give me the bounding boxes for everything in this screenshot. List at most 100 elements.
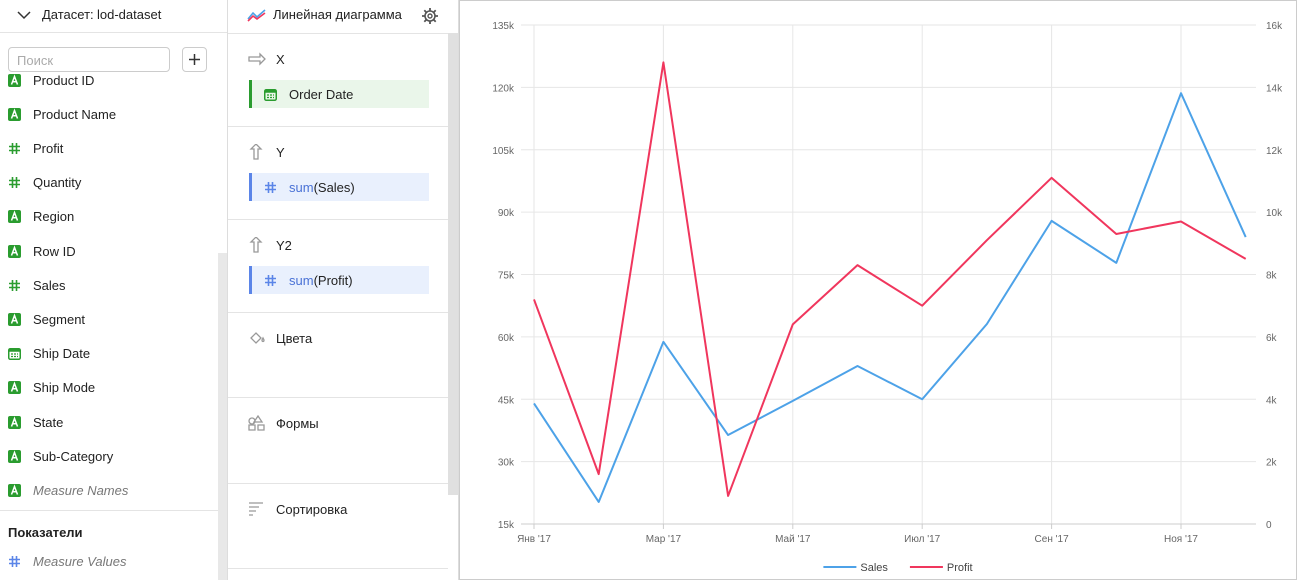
field-icon: [8, 381, 21, 395]
dataset-panel: Датасет: lod-dataset Поиск Product ID Pro…: [0, 0, 228, 580]
x-tick-label: Май '17: [775, 534, 811, 545]
section-icon: [248, 415, 265, 431]
dataset-label: Датасет:: [42, 7, 94, 22]
field-icon: [8, 244, 21, 258]
section-label: Y2: [276, 237, 292, 253]
section-label: Формы: [276, 415, 319, 431]
section-item[interactable]: Order Date: [249, 80, 429, 108]
field-name: Region: [33, 209, 75, 225]
field-item[interactable]: Row ID: [8, 241, 76, 261]
y-tick-label: 60k: [498, 333, 515, 344]
section-icon: [249, 502, 263, 516]
field-name: Segment: [33, 311, 86, 327]
y2-tick-label: 14k: [1266, 83, 1283, 94]
x-tick-label: Янв '17: [517, 534, 551, 545]
field-name: Profit: [33, 140, 64, 156]
field-icon: [8, 449, 21, 463]
y-tick-label: 15k: [498, 520, 515, 531]
field-icon: [8, 210, 21, 224]
y2-tick-label: 2k: [1266, 458, 1278, 469]
search-input[interactable]: Поиск: [8, 47, 170, 72]
section-title: Y2: [248, 237, 292, 253]
icon-glyph: [10, 381, 19, 393]
field-icon: [9, 279, 20, 291]
search-placeholder: Поиск: [17, 53, 54, 68]
icon-dots: [11, 353, 18, 358]
settings-icon[interactable]: [421, 7, 439, 25]
y2-tick-label: 12k: [1266, 146, 1283, 157]
icon-glyph: [10, 108, 19, 119]
icon-glyph: [265, 274, 276, 286]
field-icon: [9, 555, 20, 567]
field-item[interactable]: Measure Names: [8, 480, 128, 500]
field-item[interactable]: Sales: [8, 275, 66, 295]
field-item[interactable]: Sub-Category: [8, 446, 113, 466]
field-item[interactable]: Measure Values: [8, 551, 126, 571]
chart-panel: 15k 30k 45k 60k 75k 90k 105k 120k 135k 0 2k 4k 6k 8k 1…: [459, 0, 1297, 580]
field-icon: [9, 142, 20, 154]
field-item[interactable]: Product Name: [8, 104, 116, 124]
wizard-section: Формы: [228, 397, 448, 484]
icon-glyph: [9, 279, 20, 291]
chart-type-name: Линейная диаграмма: [273, 7, 402, 22]
line-chart-icon: [247, 9, 266, 22]
field-item[interactable]: Product ID: [8, 70, 94, 90]
field-icon: [8, 348, 21, 361]
section-item[interactable]: sum (Profit): [249, 266, 429, 294]
plus-icon: [189, 54, 200, 65]
wizard-section: Y2 sum (Profit): [228, 219, 448, 313]
icon-glyph: [9, 177, 20, 189]
section-title: Сортировка: [248, 501, 347, 517]
field-item[interactable]: Region: [8, 207, 74, 227]
icon-glyph: [9, 142, 20, 154]
legend-item[interactable]: Profit: [909, 562, 973, 574]
x-tick-label: Сен '17: [1035, 534, 1070, 545]
section-icon: [249, 237, 263, 253]
field-icon: [8, 415, 21, 429]
legend-label: Profit: [947, 562, 973, 574]
field-name: Sub-Category: [33, 448, 114, 464]
y-tick-label: 120k: [492, 83, 515, 94]
field-name: Sales: [33, 277, 66, 293]
dataset-header[interactable]: Датасет: lod-dataset: [0, 0, 227, 33]
field-name: Product Name: [33, 106, 117, 122]
section-glyph: [249, 144, 263, 160]
chart-type-header[interactable]: Линейная диаграмма: [228, 0, 448, 34]
section-label: X: [276, 51, 285, 67]
scrollbar[interactable]: [448, 33, 458, 495]
field-icon: [264, 88, 277, 101]
x-tick-label: Ноя '17: [1164, 534, 1198, 545]
field-item[interactable]: State: [8, 412, 63, 432]
y-tick-label: 105k: [492, 146, 515, 157]
legend-item[interactable]: Sales: [823, 562, 888, 574]
wizard-section: Цвета: [228, 312, 448, 398]
section-label: Y: [276, 144, 285, 160]
item-func: sum: [289, 179, 314, 195]
item-arg: (Sales): [313, 179, 355, 195]
item-arg: (Profit): [313, 272, 353, 288]
field-name: Product ID: [33, 72, 95, 88]
icon-glyph: [10, 415, 19, 427]
legend-label: Sales: [860, 562, 888, 574]
field-icon: [9, 177, 20, 189]
section-title: Y: [248, 144, 285, 160]
icon-bar: [264, 89, 277, 93]
field-icon: [8, 483, 21, 497]
chevron-icon: [17, 11, 31, 20]
icon-glyph: [10, 484, 19, 495]
section-item[interactable]: sum (Sales): [249, 173, 429, 201]
chart: 15k 30k 45k 60k 75k 90k 105k 120k 135k 0 2k 4k 6k 8k 1…: [492, 21, 1283, 574]
y-tick-label: 75k: [498, 271, 515, 282]
field-item[interactable]: Segment: [8, 309, 85, 329]
field-item[interactable]: Quantity: [8, 173, 81, 193]
scrollbar[interactable]: [218, 253, 227, 580]
divider: [0, 510, 218, 511]
field-item[interactable]: Ship Mode: [8, 378, 95, 398]
field-item[interactable]: Profit: [8, 138, 63, 158]
add-field-button[interactable]: [182, 47, 207, 72]
section-icon: [249, 144, 263, 160]
field-name: Measure Values: [33, 553, 127, 569]
icon-glyph: [10, 73, 19, 85]
field-item[interactable]: Ship Date: [8, 344, 90, 364]
